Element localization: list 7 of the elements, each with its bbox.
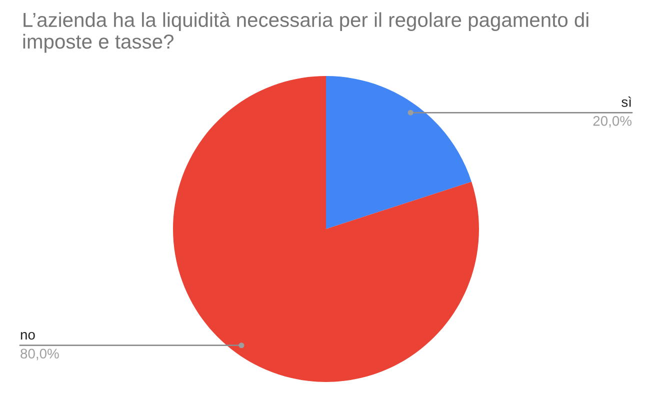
data-label: 20,0% xyxy=(593,116,632,128)
data-label: 80,0% xyxy=(20,348,59,360)
pie-slice xyxy=(326,76,472,229)
chart-title: L’azienda ha la liquidità necessaria per il regolare pagamento di imposte e tasse? xyxy=(23,12,588,53)
slice-label: sì xyxy=(622,96,632,107)
pie-slice xyxy=(173,76,479,382)
slice-label: no xyxy=(20,332,35,340)
